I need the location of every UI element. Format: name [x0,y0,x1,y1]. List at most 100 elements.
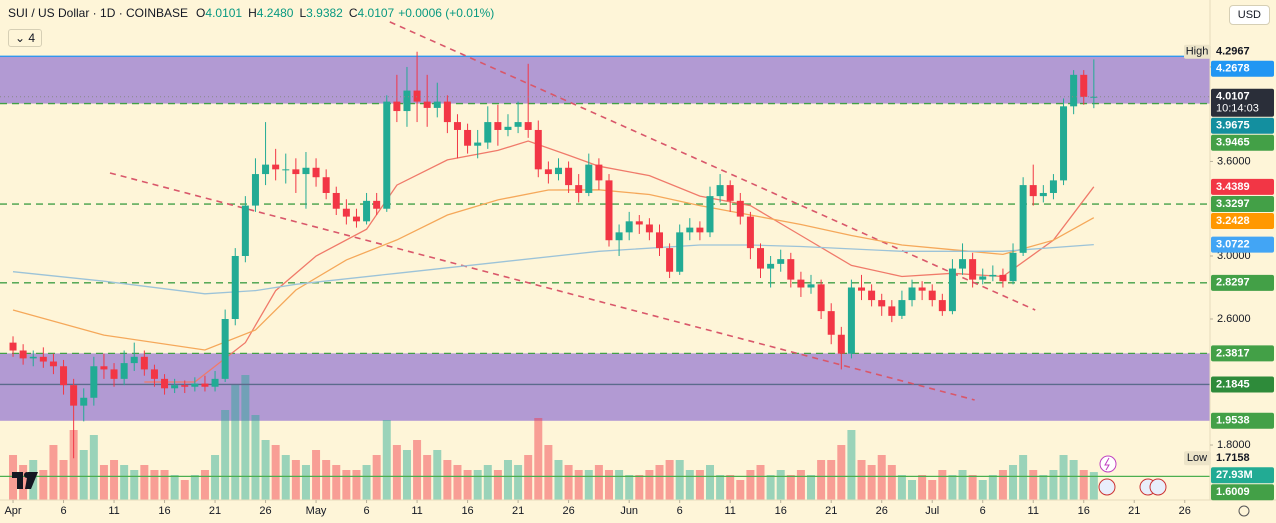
volume-bar [998,470,1007,500]
candle-body [938,300,946,312]
candle-body [211,378,219,387]
x-tick-label: May [306,505,327,517]
settings-icon[interactable] [1238,505,1250,517]
volume-bar [918,475,927,500]
candle-body [312,167,320,178]
volume-bar [19,465,28,500]
candle-body [60,366,68,386]
price-label: 4.2967 High [1184,43,1274,60]
volume-bar [503,460,512,500]
candle-body [787,259,795,280]
price-label-text: 3.9465 [1216,137,1250,149]
volume-bar [645,470,654,500]
candle-body [29,356,37,359]
volume-bar [332,465,341,500]
price-label-text: 3.0722 [1216,239,1250,251]
candle-body [817,284,825,312]
volume-bar [392,445,401,500]
candle-body [898,300,906,316]
ohlc-key: O [196,6,206,20]
x-tick-label: Jun [620,505,638,517]
indicator-count: 4 [28,31,36,45]
price-label-bg [1211,467,1274,484]
event-icons[interactable] [1098,455,1167,496]
volume-bar [807,475,816,500]
candle-body [554,167,562,175]
price-label-text: 2.3817 [1216,347,1250,359]
price-label-bg [1211,134,1274,151]
ohlc-value: 4.0107 [357,6,395,20]
price-label-text: 2.1845 [1216,378,1250,390]
volume-bar [786,475,795,500]
zone [0,56,1210,104]
candle-body [807,284,815,288]
candle-body [736,200,744,217]
volume-bar [69,430,78,500]
candle-body [393,101,401,112]
price-label-bg [1211,484,1274,501]
candle-body [413,90,421,102]
price-label-bg [1211,117,1274,134]
volume-bar [544,445,553,500]
volume-bar [281,455,290,500]
volume-bar [948,475,957,500]
volume-bar [554,460,563,500]
y-tick-label: 3.6000 [1217,155,1251,167]
volume-bar [1009,465,1018,500]
volume-bar [604,470,613,500]
candle-body [9,342,17,351]
volume-bar [574,470,583,500]
volume-bar [776,470,785,500]
ohlc-value: 4.2480 [256,6,294,20]
candle-body [948,268,956,312]
candle-body [251,174,259,206]
candle-body [292,169,300,175]
candle-body [221,318,229,379]
volume-bar [685,470,694,500]
volume-bar [736,480,745,500]
indicator-toggle[interactable]: ⌄ 4 [8,29,43,47]
candle-body [514,122,522,127]
volume-bar [766,475,775,500]
price-label-bg [1211,450,1274,467]
candle-body [746,216,754,249]
x-tick-label: Jul [925,505,939,517]
candle-body [1009,252,1017,282]
candle-body [1060,106,1068,181]
volume-bar [635,475,644,500]
volume-bar [483,465,492,500]
candle-body [575,185,583,193]
currency: USD [1237,9,1261,21]
tv-logo [12,472,38,489]
price-label: 3.2428 [1211,213,1274,230]
volume-bar [756,465,765,500]
volume-bar [695,470,704,500]
volume-bar [625,475,634,500]
volume-bar [594,465,603,500]
currency-select[interactable]: USD [1228,5,1270,25]
volume-bar [342,470,351,500]
candle-body [433,101,441,108]
x-tick-label: 16 [461,505,473,517]
volume-bar [796,470,805,500]
volume-bar [423,455,432,500]
price-label-bg [1211,196,1274,213]
moving-average [12,189,1095,351]
price-label-text: 4.0107 [1216,91,1250,103]
volume-bar [160,470,169,500]
candle-body [959,259,967,269]
price-label: 4.2678 [1211,60,1274,77]
candle-body [383,101,391,209]
ohlc-value: 4.0101 [205,6,243,20]
ohlc-key: C [348,6,358,20]
volume-bar [524,455,533,500]
volume-bar [402,450,411,500]
candle-body [1019,185,1027,253]
volume-bar [1029,470,1038,500]
candle-body [352,216,360,222]
price-label-bg [1211,376,1274,393]
volume-bar [827,460,836,500]
x-tick-label: 26 [259,505,271,517]
price-label: 3.3297 [1211,196,1274,213]
volume-bar [1049,470,1058,500]
